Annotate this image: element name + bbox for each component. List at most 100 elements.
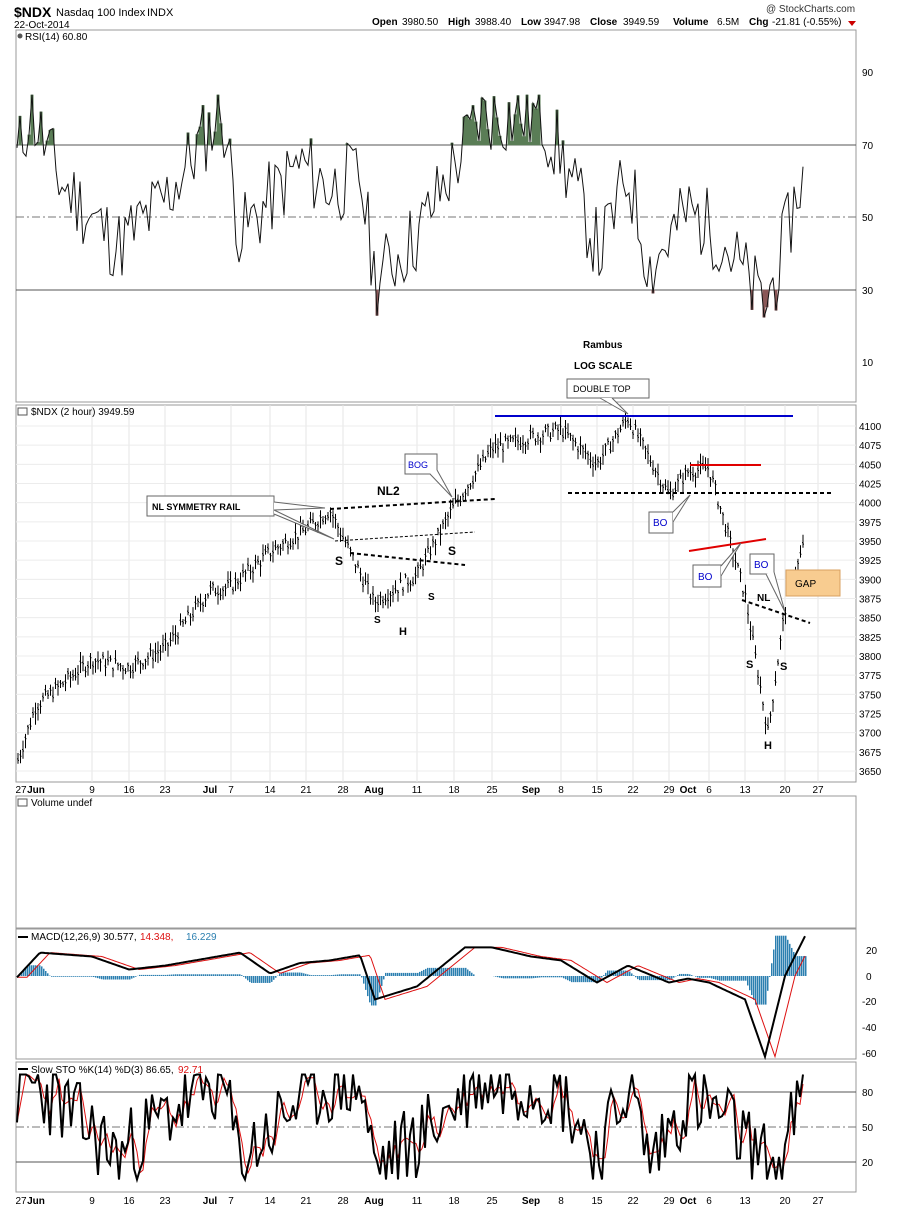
price-panel: 4100 4075 4050 4025 4000 3975 3950 3925 3900 3875… [16,340,882,778]
macd-hist-bar [71,976,73,977]
x-tick-label: Aug [364,1196,383,1207]
macd-hist-bar [695,976,697,977]
macd-hist-bar [37,965,39,976]
macd-hist-bar [75,976,77,977]
rsi-overbought-fill [510,140,514,146]
macd-hist-bar [121,976,123,980]
macd-hist-bar [733,976,735,981]
macd-hist-bar [509,976,511,979]
x-tick-label: 14 [264,1196,276,1207]
price-tick-label: 4025 [859,480,882,491]
macd-hist-bar [143,974,145,976]
macd-hist-bar [535,976,537,978]
macd-hist-bar [287,972,289,976]
macd-legend-signal: 14.348, [140,932,173,943]
macd-hist-bar [263,976,265,983]
x-tick-label: Jun [27,785,45,796]
macd-hist-bar [691,975,693,976]
macd-hist-bar [329,975,331,976]
macd-hist-bar [217,974,219,976]
macd-hist-bar [31,965,33,976]
macd-hist-bar [605,972,607,976]
rsi-overbought-fill [465,114,469,146]
macd-hist-bar [441,967,443,976]
macd-hist-bar [629,971,631,976]
symbol-text: $NDX [14,4,52,20]
macd-hist-bar [523,976,525,979]
macd-hist-bar [787,939,789,976]
macd-hist-bar [467,969,469,976]
macd-hist-bar [771,963,773,976]
macd-hist-bar [155,974,157,976]
chg-label: Chg [749,17,768,28]
macd-hist-bar [199,974,201,976]
macd-hist-bar [551,976,553,978]
macd-hist-bar [23,969,25,976]
x-tick-label: 14 [264,785,276,796]
macd-hist-bar [747,976,749,986]
macd-tick-0: 0 [866,972,872,983]
macd-hist-bar [301,972,303,976]
macd-hist-bar [649,976,651,981]
macd-hist-bar [225,974,227,976]
bo-1-label: BO [653,518,668,529]
x-tick-label: 9 [89,785,95,796]
macd-hist-bar [247,976,249,981]
macd-hist-bar [151,974,153,976]
macd-hist-bar [111,976,113,980]
macd-hist-bar [631,973,633,976]
price-tick-label: 3900 [859,575,882,586]
macd-hist-bar [179,974,181,976]
s-small-1-label: S [374,615,381,626]
macd-hist-bar [25,967,27,976]
vertical-gridlines [91,405,819,782]
macd-hist-bar [73,976,75,977]
macd-hist-bar [297,972,299,976]
macd-hist-bar [547,976,549,978]
macd-hist-bar [139,974,141,976]
macd-hist-bar [97,976,99,979]
macd-hist-bar [283,972,285,976]
macd-hist-bar [385,972,387,976]
high-value: 3988.40 [475,17,512,28]
macd-hist-bar [575,976,577,983]
x-tick-label: 18 [448,785,460,796]
macd-hist-bar [757,976,759,1005]
macd-hist-bar [617,970,619,976]
macd-hist-bar [29,965,31,976]
macd-hist-bar [597,976,599,983]
macd-hist-bar [331,975,333,976]
x-tick-label: Aug [364,785,383,796]
macd-hist-bar [279,973,281,976]
macd-hist-bar [529,976,531,979]
macd-hist-bar [423,969,425,976]
macd-tick-neg40: -40 [862,1023,877,1034]
macd-hist-bar [713,976,715,979]
macd-hist-bar [295,972,297,976]
macd-hist-bar [497,976,499,978]
macd-hist-bar [723,976,725,981]
high-label: High [448,17,470,28]
rsi-overbought-fill [525,94,529,146]
rsi-overbought-fill [516,95,520,146]
x-tick-label: 23 [159,785,171,796]
rsi-overbought-fill [507,102,511,146]
macd-hist-bar [545,976,547,978]
down-arrow-icon [848,21,856,26]
macd-hist-bar [197,974,199,976]
macd-hist-bar [725,976,727,981]
macd-hist-bar [721,976,723,981]
x-tick-label: Jul [203,1196,218,1207]
x-tick-label: 29 [663,785,675,796]
price-tick-label: 3925 [859,556,882,567]
macd-hist-bar [421,970,423,976]
macd-hist-bar [507,976,509,979]
macd-hist-bar [685,973,687,976]
macd-hist-bar [153,974,155,976]
rsi-overbought-fill [486,129,490,146]
macd-hist-bar [135,976,137,977]
symmetry-pointer-1 [273,501,326,511]
macd-hist-bar [141,974,143,976]
macd-hist-bar [473,974,475,976]
